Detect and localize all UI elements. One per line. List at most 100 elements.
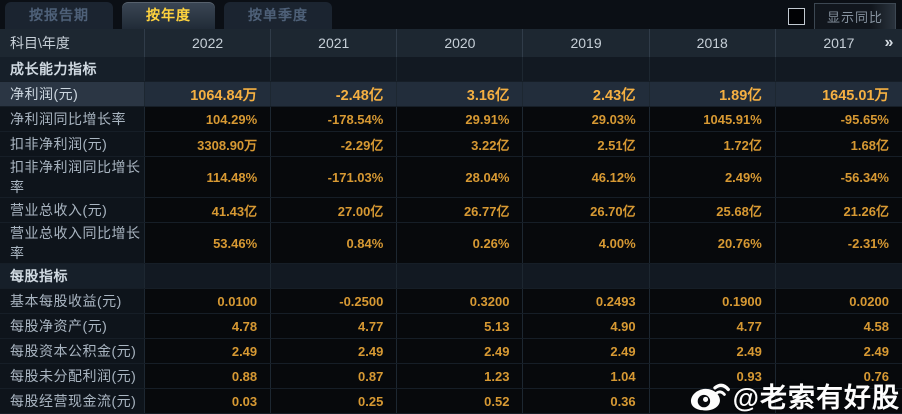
value-cell: 1.68亿 xyxy=(775,132,902,156)
table-row[interactable]: 净利润同比增长率 104.29% -178.54% 29.91% 29.03% 1045.… xyxy=(0,107,902,132)
value-cell: 2.49 xyxy=(397,339,524,363)
table-row[interactable]: 每股经营现金流(元) 0.03 0.25 0.52 0.36 xyxy=(0,389,902,414)
value-cell: 0.25 xyxy=(271,389,398,413)
period-tab-bar: 按报告期 按年度 按单季度 显示同比 xyxy=(0,0,902,30)
value-cell: 21.26亿 xyxy=(775,198,902,222)
value-cell: 0.36 xyxy=(523,389,650,413)
tab-按单季度[interactable]: 按单季度 xyxy=(224,2,332,29)
value-cell xyxy=(271,264,398,288)
table-row[interactable]: 基本每股收益(元) 0.0100 -0.2500 0.3200 0.2493 0.1900… xyxy=(0,289,902,314)
table-row[interactable]: 每股资本公积金(元) 2.49 2.49 2.49 2.49 2.49 2.49 xyxy=(0,339,902,364)
header-year-2019[interactable]: 2019 xyxy=(523,29,650,57)
value-cell: 104.29% xyxy=(145,107,272,131)
row-label: 营业总收入(元) xyxy=(0,198,145,222)
value-cell: 26.77亿 xyxy=(397,198,524,222)
value-cell: 3.16亿 xyxy=(397,82,524,106)
value-cell: 46.12% xyxy=(523,157,650,197)
table-row[interactable]: 净利润(元) 1064.84万 -2.48亿 3.16亿 2.43亿 1.89亿 1645.… xyxy=(0,82,902,107)
header-corner-label: 科目\年度 xyxy=(0,29,145,57)
tab-按报告期[interactable]: 按报告期 xyxy=(5,2,113,29)
value-cell: -95.65% xyxy=(775,107,902,131)
row-label: 每股净资产(元) xyxy=(0,314,145,338)
value-cell: -56.34% xyxy=(775,157,902,197)
header-year-2022[interactable]: 2022 xyxy=(145,29,272,57)
value-cell: -2.48亿 xyxy=(271,82,398,106)
value-cell: 29.91% xyxy=(397,107,524,131)
row-label: 扣非净利润同比增长率 xyxy=(0,157,145,197)
value-cell xyxy=(397,264,524,288)
value-cell: -171.03% xyxy=(271,157,398,197)
header-year-2018[interactable]: 2018 xyxy=(650,29,776,57)
tab-按年度[interactable]: 按年度 xyxy=(122,2,215,29)
value-cell: 2.49% xyxy=(649,157,776,197)
value-cell: 0.52 xyxy=(397,389,524,413)
row-label: 净利润(元) xyxy=(0,82,145,106)
show-yoy-button[interactable]: 显示同比 xyxy=(813,3,896,30)
value-cell xyxy=(649,57,776,81)
value-cell xyxy=(523,57,650,81)
value-cell: 5.13 xyxy=(397,314,524,338)
value-cell xyxy=(775,389,902,413)
value-cell: 0.2493 xyxy=(523,289,650,313)
row-label: 每股资本公积金(元) xyxy=(0,339,145,363)
value-cell: 2.43亿 xyxy=(523,82,650,106)
value-cell: 4.90 xyxy=(523,314,650,338)
value-cell: -2.29亿 xyxy=(271,132,398,156)
value-cell: 1.72亿 xyxy=(649,132,776,156)
tab-bar-tabs: 按报告期 按年度 按单季度 xyxy=(5,2,332,29)
row-label: 净利润同比增长率 xyxy=(0,107,145,131)
value-cell: 2.49 xyxy=(649,339,776,363)
value-cell: 4.77 xyxy=(271,314,398,338)
section-row: 成长能力指标 xyxy=(0,57,902,82)
table-row[interactable]: 营业总收入(元) 41.43亿 27.00亿 26.77亿 26.70亿 25.68亿 21… xyxy=(0,198,902,223)
value-cell: 2.49 xyxy=(775,339,902,363)
value-cell: 53.46% xyxy=(145,223,272,263)
value-cell xyxy=(649,389,776,413)
value-cell: 2.49 xyxy=(523,339,650,363)
row-label: 每股未分配利润(元) xyxy=(0,364,145,388)
value-cell: 0.87 xyxy=(271,364,398,388)
value-cell: 0.0100 xyxy=(145,289,272,313)
value-cell: 0.03 xyxy=(145,389,272,413)
row-label: 每股指标 xyxy=(0,264,145,288)
value-cell: 1.23 xyxy=(397,364,524,388)
value-cell: 2.49 xyxy=(271,339,398,363)
value-cell: 1.89亿 xyxy=(649,82,776,106)
value-cell: -0.2500 xyxy=(271,289,398,313)
value-cell: 26.70亿 xyxy=(523,198,650,222)
value-cell: 4.77 xyxy=(649,314,776,338)
show-yoy-checkbox[interactable] xyxy=(787,8,805,25)
table-row[interactable]: 扣非净利润(元) 3308.90万 -2.29亿 3.22亿 2.51亿 1.72亿 1.6… xyxy=(0,132,902,157)
value-cell: 29.03% xyxy=(523,107,650,131)
header-year-2021[interactable]: 2021 xyxy=(271,29,398,57)
value-cell: 0.3200 xyxy=(397,289,524,313)
value-cell: 4.58 xyxy=(775,314,902,338)
value-cell: -2.31% xyxy=(775,223,902,263)
header-year-2020[interactable]: 2020 xyxy=(397,29,524,57)
tab-bar-controls: 显示同比 xyxy=(787,3,896,30)
more-columns-icon[interactable]: » xyxy=(884,34,894,51)
value-cell: -178.54% xyxy=(271,107,398,131)
table-header-row: 科目\年度 2022 2021 2020 2019 2018 2017» xyxy=(0,29,902,57)
value-cell: 4.78 xyxy=(145,314,272,338)
value-cell xyxy=(145,264,272,288)
value-cell: 114.48% xyxy=(145,157,272,197)
row-label: 每股经营现金流(元) xyxy=(0,389,145,413)
value-cell xyxy=(775,264,902,288)
value-cell: 0.88 xyxy=(145,364,272,388)
table-row[interactable]: 扣非净利润同比增长率 114.48% -171.03% 28.04% 46.12% 2.4… xyxy=(0,157,902,198)
table-row[interactable]: 每股净资产(元) 4.78 4.77 5.13 4.90 4.77 4.58 xyxy=(0,314,902,339)
value-cell: 20.76% xyxy=(649,223,776,263)
value-cell xyxy=(145,57,272,81)
value-cell: 1645.01万 xyxy=(775,82,902,106)
row-label: 扣非净利润(元) xyxy=(0,132,145,156)
section-row: 每股指标 xyxy=(0,264,902,289)
value-cell: 4.00% xyxy=(523,223,650,263)
value-cell xyxy=(523,264,650,288)
table-row[interactable]: 营业总收入同比增长率 53.46% 0.84% 0.26% 4.00% 20.76% -2.… xyxy=(0,223,902,264)
table-row[interactable]: 每股未分配利润(元) 0.88 0.87 1.23 1.04 0.93 0.76 xyxy=(0,364,902,389)
header-year-2017[interactable]: 2017» xyxy=(776,29,902,57)
value-cell xyxy=(649,264,776,288)
value-cell xyxy=(775,57,902,81)
value-cell: 0.0200 xyxy=(775,289,902,313)
